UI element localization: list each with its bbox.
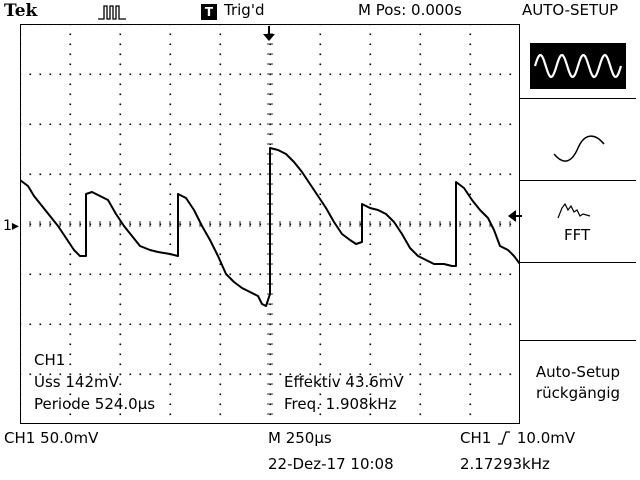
trigger-level-marker <box>508 208 522 227</box>
meas-channel: CH1 <box>34 351 66 369</box>
menu-fft[interactable]: FFT <box>520 186 636 256</box>
menu-divider <box>520 340 636 341</box>
undo-label-line2: rückgängig <box>535 384 621 402</box>
meas-effektiv: Effektiv 43.6mV <box>284 373 404 391</box>
grid-dots <box>20 24 520 424</box>
trigger-source: CH1 10.0mV <box>460 430 575 447</box>
ch1-waveform <box>20 147 520 307</box>
menu-multi-cycle[interactable] <box>520 40 636 92</box>
rising-edge-icon <box>498 431 511 445</box>
trigger-level: 10.0mV <box>516 429 576 447</box>
menu-undo-autosetup[interactable]: Auto-Setup rückgängig <box>520 344 636 420</box>
trigger-position-marker <box>262 26 276 46</box>
multi-cycle-sine-icon <box>533 53 623 79</box>
date-time: 22-Dez-17 10:08 <box>268 455 394 473</box>
trigger-frequency: 2.17293kHz <box>460 455 550 473</box>
menu-single-cycle[interactable] <box>520 104 636 174</box>
single-cycle-sine-icon <box>553 135 605 162</box>
menu-divider <box>520 262 636 263</box>
ch1-marker-label: 1 <box>3 218 12 234</box>
meas-periode: Periode 524.0µs <box>34 395 156 413</box>
meas-uss: Uss 142mV <box>34 373 119 391</box>
brand-logo: Tek <box>4 1 38 21</box>
undo-label-line1: Auto-Setup <box>535 363 621 381</box>
horizontal-position: M Pos: 0.000s <box>358 1 462 19</box>
trigger-status: Trig'd <box>224 1 265 19</box>
graticule <box>20 24 520 424</box>
meas-freq: Freq. 1.908kHz <box>284 395 397 413</box>
trigger-badge: T <box>201 4 217 20</box>
trigger-source-label: CH1 <box>460 429 492 447</box>
acquisition-run-icon <box>98 3 128 25</box>
fft-label: FFT <box>564 226 591 244</box>
fft-spectrum-icon <box>557 202 591 219</box>
menu-divider <box>520 98 636 99</box>
menu-title: AUTO-SETUP <box>522 1 619 19</box>
menu-divider <box>520 180 636 181</box>
ch1-scale: CH1 50.0mV <box>4 429 99 447</box>
timebase: M 250µs <box>268 429 332 447</box>
ch1-ground-marker: 1▸ <box>3 218 19 234</box>
